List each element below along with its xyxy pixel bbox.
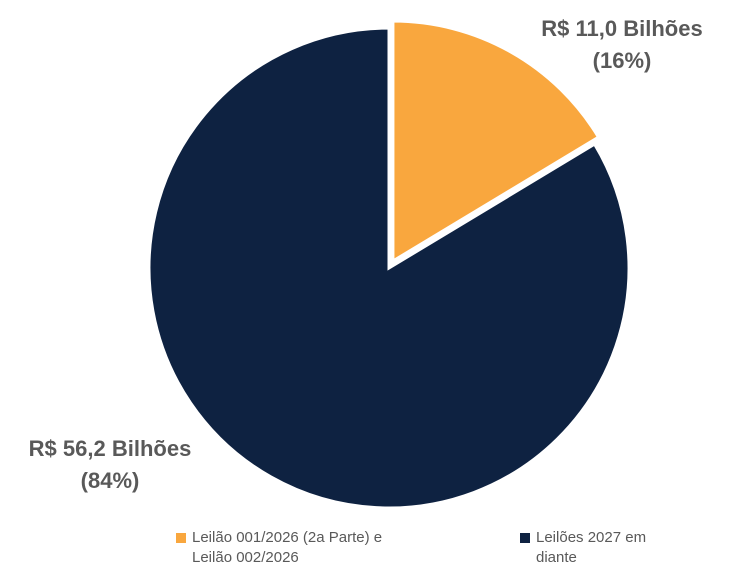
- data-label: (16%): [593, 48, 652, 73]
- pie-slice: [391, 19, 601, 264]
- data-label: R$ 56,2 Bilhões: [29, 436, 192, 461]
- pie-slice: [147, 26, 631, 510]
- pie-chart: R$ 11,0 Bilhões (16%) R$ 56,2 Bilhões (84%): [29, 16, 703, 510]
- legend-item: Leilão 001/2026 (2a Parte) e Leilão 002/…: [176, 528, 422, 568]
- legend: Leilão 001/2026 (2a Parte) e Leilão 002/…: [0, 528, 738, 573]
- legend-label: Leilões 2027 em diante: [536, 529, 647, 566]
- legend-swatch: [520, 533, 530, 543]
- data-label: (84%): [81, 468, 140, 493]
- legend-label: Leilão 001/2026 (2a Parte) e Leilão 002/…: [192, 529, 383, 566]
- legend-item: Leilões 2027 em diante: [520, 528, 656, 568]
- legend-swatch: [176, 533, 186, 543]
- data-label: R$ 11,0 Bilhões: [541, 16, 702, 41]
